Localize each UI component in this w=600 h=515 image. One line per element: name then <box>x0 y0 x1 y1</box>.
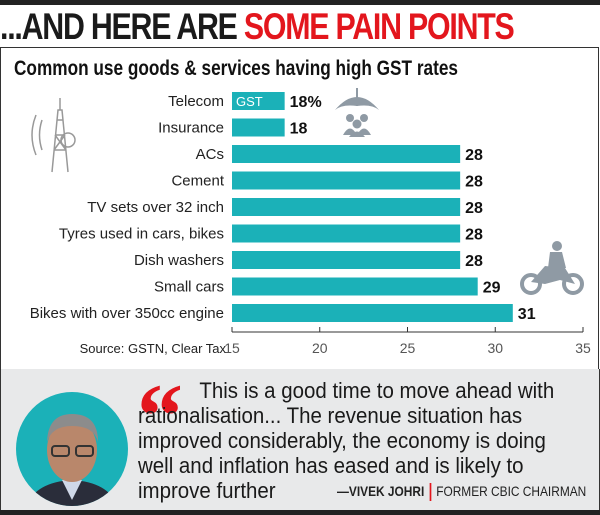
avatar <box>16 392 128 506</box>
value-label: 28 <box>465 227 483 244</box>
umbrella-family-icon <box>335 88 379 137</box>
bar <box>232 198 461 216</box>
quote-mark-icon: “ <box>137 365 183 467</box>
telecom-tower-icon <box>31 98 76 173</box>
category-label: Telecom <box>168 93 224 110</box>
quote-author-role: FORMER CBIC CHAIRMAN <box>435 483 586 499</box>
bar <box>232 92 285 110</box>
x-tick-label: 15 <box>224 340 240 356</box>
category-label: Cement <box>171 173 224 190</box>
x-tick-label: 20 <box>312 340 328 356</box>
category-label: Insurance <box>158 120 224 137</box>
source-note: Source: GSTN, Clear Tax <box>80 341 227 356</box>
bar-chart: Telecom 18% GST Insurance 18 ACs 28 Cement 28 TV … <box>30 88 591 356</box>
bar <box>232 304 513 322</box>
value-label: 28 <box>465 147 483 164</box>
bar <box>232 118 285 137</box>
category-label: Bikes with over 350cc engine <box>30 305 224 322</box>
value-label: 28 <box>465 200 483 217</box>
quote-author: —VIVEK JOHRI <box>336 483 425 499</box>
bar-inner-label: GST <box>236 94 263 109</box>
chart-frame <box>0 47 599 369</box>
portrait-illustration <box>26 414 118 506</box>
chart-title: Common use goods & services having high … <box>14 57 459 80</box>
divider <box>429 483 431 502</box>
bar <box>232 277 478 296</box>
value-label: 31 <box>518 306 536 323</box>
value-label: 28 <box>465 174 483 191</box>
headline-red: SOME PAIN POINTS <box>243 6 515 47</box>
headline: ...AND HERE ARE SOME PAIN POINTS <box>0 6 515 48</box>
category-label: Tyres used in cars, bikes <box>59 226 224 243</box>
x-tick-label: 30 <box>487 340 503 356</box>
bottom-rule <box>0 510 600 515</box>
bar <box>232 224 461 243</box>
category-label: TV sets over 32 inch <box>87 199 224 216</box>
value-label: 18 <box>290 121 308 138</box>
bar <box>232 251 461 269</box>
x-tick-label: 35 <box>575 340 591 356</box>
top-rule <box>0 0 600 5</box>
x-tick-label: 25 <box>400 340 416 356</box>
value-label: 28 <box>465 253 483 270</box>
bar <box>232 171 461 190</box>
value-label: 18% <box>290 94 322 111</box>
category-label: Dish washers <box>134 252 224 269</box>
category-label: ACs <box>196 146 224 163</box>
quote-text: This is a good time to move ahead with r… <box>138 378 566 503</box>
motorbike-icon <box>520 241 584 295</box>
bar <box>232 145 461 163</box>
quote-body: This is a good time to move ahead with r… <box>138 378 555 503</box>
attribution: —VIVEK JOHRI FORMER CBIC CHAIRMAN <box>336 483 586 502</box>
headline-black: ...AND HERE ARE <box>0 6 244 47</box>
category-label: Small cars <box>154 279 224 296</box>
value-label: 29 <box>483 280 501 297</box>
